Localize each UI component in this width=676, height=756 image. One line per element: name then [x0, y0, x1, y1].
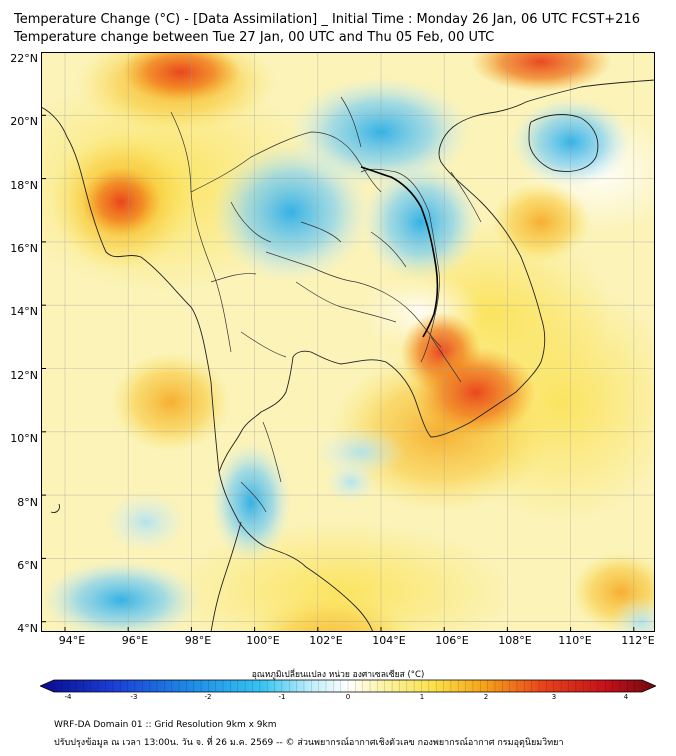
- lat-label: 20°N: [10, 115, 38, 128]
- lon-label: 108°E: [498, 634, 532, 647]
- colorbar: [40, 679, 656, 693]
- borders: [170, 96, 482, 513]
- colorbar-tick: 3: [551, 693, 557, 701]
- temperature-field: [41, 52, 655, 632]
- lat-label: 10°N: [10, 432, 38, 445]
- colorbar-tick: -3: [130, 693, 138, 701]
- colorbar-tick: 1: [419, 693, 425, 701]
- map-panel[interactable]: [41, 52, 655, 632]
- colorbar-tick: 2: [483, 693, 489, 701]
- temperature-map: [41, 52, 655, 632]
- lon-label: 100°E: [246, 634, 280, 647]
- lat-label: 16°N: [10, 242, 38, 255]
- lon-label: 112°E: [621, 634, 655, 647]
- colorbar-tick: 4: [623, 693, 629, 701]
- colorbar-tick: 0: [345, 693, 351, 701]
- coastlines: [41, 79, 655, 632]
- axis-ticks: [41, 52, 635, 632]
- chart-subtitle: Temperature change between Tue 27 Jan, 0…: [14, 30, 495, 45]
- lat-label: 12°N: [10, 369, 38, 382]
- lon-label: 110°E: [558, 634, 592, 647]
- lat-label: 4°N: [17, 622, 38, 635]
- lon-label: 98°E: [184, 634, 212, 647]
- lon-label: 106°E: [435, 634, 469, 647]
- footer-model-info: WRF-DA Domain 01 :: Grid Resolution 9km …: [54, 720, 277, 730]
- chart-title: Temperature Change (°C) - [Data Assimila…: [14, 12, 640, 27]
- lat-label: 8°N: [17, 496, 38, 509]
- colorbar-label: อุณหภูมิเปลี่ยนแปลง หน่วย องศาเซลเซียส (…: [251, 670, 425, 680]
- lon-label: 94°E: [58, 634, 86, 647]
- colorbar-tick: -4: [64, 693, 72, 701]
- lat-label: 22°N: [10, 52, 38, 65]
- footer-update-info: ปรับปรุงข้อมูล ณ เวลา 13:00น. วัน จ. ที่…: [54, 738, 564, 748]
- lat-label: 18°N: [10, 179, 38, 192]
- lon-label: 96°E: [121, 634, 149, 647]
- map-frame: [41, 52, 655, 632]
- colorbar-tick: -2: [204, 693, 212, 701]
- lon-label: 102°E: [309, 634, 343, 647]
- colorbar-tick: -1: [278, 693, 286, 701]
- highlighted-border: [360, 166, 439, 338]
- lat-label: 6°N: [17, 559, 38, 572]
- lat-label: 14°N: [10, 305, 38, 318]
- lon-label: 104°E: [372, 634, 406, 647]
